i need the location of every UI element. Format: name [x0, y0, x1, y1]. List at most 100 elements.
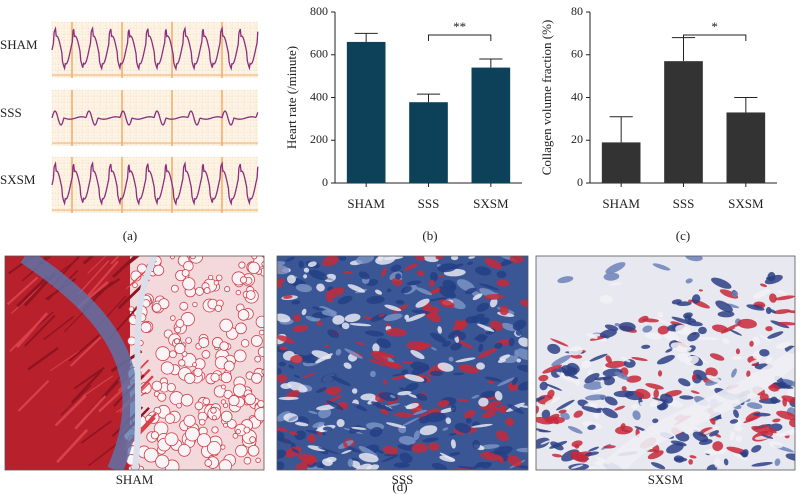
tissue-blob — [630, 404, 639, 410]
tissue-blob — [776, 410, 795, 420]
fat-cell — [235, 444, 248, 458]
tissue-blob — [688, 299, 693, 303]
tissue-blob — [344, 313, 361, 323]
tissue-blob — [277, 264, 290, 275]
tissue-blob — [677, 352, 693, 363]
tissue-blob — [749, 359, 760, 364]
tissue-blob — [729, 329, 743, 336]
fat-cell — [181, 269, 190, 277]
ecg-label: SSS — [0, 105, 22, 120]
tissue-blob — [479, 444, 500, 450]
tissue-blob — [430, 287, 441, 295]
tissue-blob — [692, 332, 697, 335]
tissue-blob — [751, 425, 769, 435]
fat-cell — [244, 393, 256, 406]
fat-cell — [157, 392, 167, 402]
y-tick-label: 0 — [577, 175, 583, 189]
histology-label: SXSM — [648, 472, 684, 487]
fat-cell — [251, 372, 263, 384]
tissue-blob — [457, 340, 474, 349]
tissue-blob — [411, 364, 429, 376]
significance-bracket — [683, 34, 747, 41]
tissue-blob — [465, 417, 472, 424]
tissue-blob — [397, 444, 414, 451]
tissue-blob — [772, 382, 794, 390]
tissue-blob — [406, 280, 422, 286]
tissue-blob — [642, 318, 660, 323]
fat-cell — [211, 415, 217, 421]
tissue-blob — [545, 383, 563, 391]
tissue-blob — [277, 261, 286, 267]
tissue-blob — [408, 393, 418, 399]
ecg-label: SXSM — [0, 172, 36, 187]
tissue-blob — [326, 386, 342, 395]
tissue-blob — [758, 334, 772, 342]
tissue-blob — [385, 328, 407, 337]
muscle-fiber — [16, 312, 49, 348]
tissue-blob — [515, 330, 522, 336]
tissue-blob — [679, 395, 694, 400]
fat-cell — [206, 441, 222, 456]
tissue-blob — [688, 459, 693, 465]
fat-cell — [127, 336, 137, 346]
tissue-blob — [673, 455, 685, 463]
tissue-blob — [401, 286, 412, 294]
tissue-blob — [386, 403, 400, 407]
muscle-fiber — [17, 379, 50, 412]
tissue-blob — [442, 279, 456, 290]
tissue-blob — [302, 372, 316, 379]
tissue-blob — [632, 410, 641, 421]
tissue-blob — [769, 293, 777, 303]
fat-cell — [178, 359, 186, 367]
fat-cell — [257, 346, 264, 357]
tissue-blob — [621, 385, 627, 392]
tissue-blob — [343, 441, 349, 449]
fat-cell — [228, 395, 240, 407]
tissue-blob — [454, 320, 462, 327]
tissue-blob — [364, 330, 385, 337]
tissue-blob — [702, 426, 720, 435]
tissue-blob — [404, 374, 425, 382]
tissue-blob — [445, 417, 452, 424]
tissue-blob — [657, 325, 670, 335]
tissue-blob — [542, 364, 562, 374]
tissue-blob — [305, 315, 316, 322]
tissue-blob — [657, 370, 663, 377]
tissue-blob — [478, 397, 489, 407]
tissue-blob — [497, 377, 516, 387]
tissue-blob — [450, 342, 462, 351]
tissue-blob — [474, 335, 488, 341]
tissue-blob — [382, 445, 399, 455]
tissue-blob — [604, 324, 619, 331]
tissue-blob — [277, 345, 288, 353]
tissue-blob — [551, 355, 571, 366]
fat-cell — [183, 414, 196, 428]
fat-cell — [257, 400, 264, 408]
fat-cell — [219, 341, 229, 351]
tissue-blob — [450, 439, 456, 449]
tissue-blob — [325, 456, 337, 463]
tissue-blob — [316, 283, 325, 292]
tissue-blob — [587, 369, 594, 375]
tissue-blob — [448, 433, 457, 436]
tissue-blob — [737, 318, 757, 329]
tissue-blob — [726, 303, 740, 309]
tissue-blob — [687, 317, 697, 323]
image-frame — [276, 255, 529, 471]
tissue-blob — [306, 467, 324, 470]
tissue-blob — [351, 426, 367, 430]
tissue-blob — [347, 284, 366, 293]
tissue-blob — [712, 441, 724, 452]
tissue-blob — [765, 306, 772, 315]
fat-cell — [210, 372, 220, 383]
tissue-blob — [437, 326, 442, 334]
tissue-blob — [448, 356, 454, 362]
tissue-blob — [709, 353, 725, 361]
muscle-fiber — [56, 428, 89, 464]
tissue-blob — [375, 289, 383, 295]
tissue-blob — [501, 322, 517, 332]
tissue-blob — [349, 323, 372, 327]
tissue-blob — [505, 417, 515, 427]
tissue-blob — [776, 341, 791, 349]
fat-cell — [261, 368, 264, 375]
